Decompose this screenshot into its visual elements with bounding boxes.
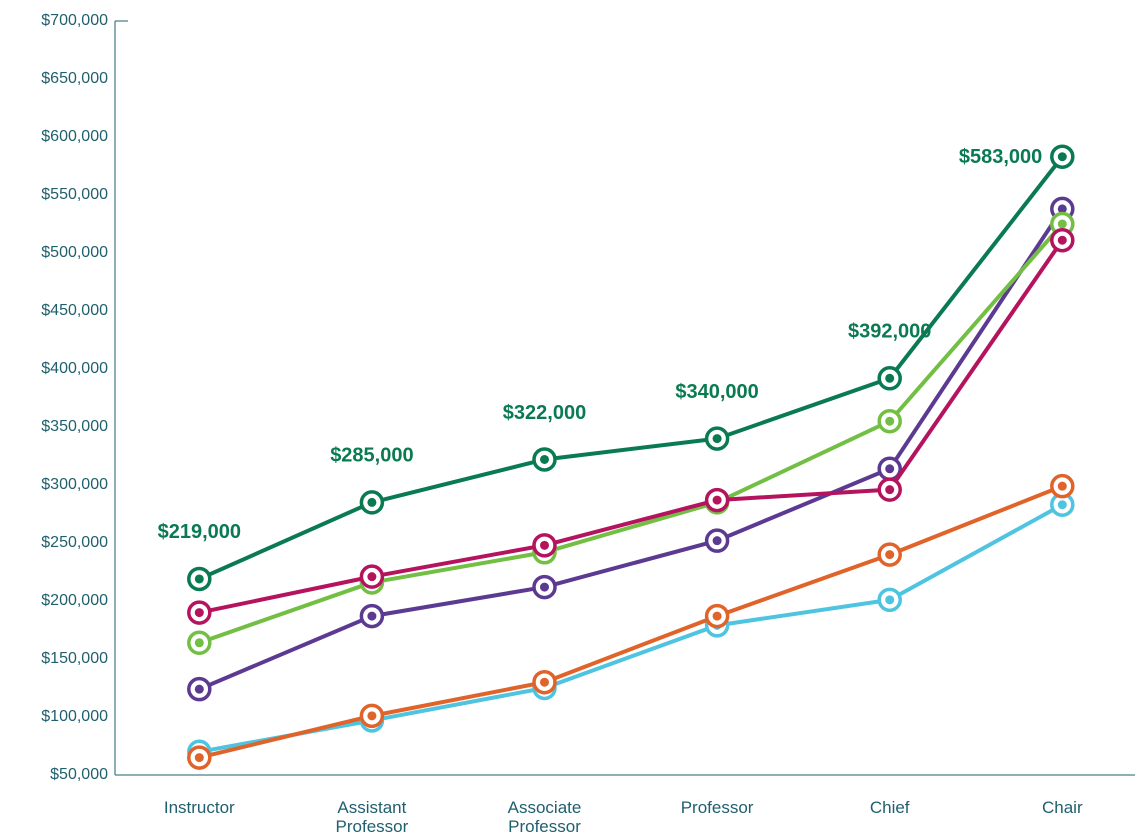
data-point-center [885,464,895,474]
series-line [198,239,1064,615]
data-point-center [194,638,204,648]
data-point-center [712,495,722,505]
data-point-center [1057,152,1067,162]
y-tick-label: $150,000 [41,650,108,667]
data-point-center [194,753,204,763]
y-tick-label: $600,000 [41,128,108,145]
x-tick-label: Assistant Professor [335,798,409,836]
data-label: $285,000 [330,445,413,467]
x-tick-label: Chief [869,798,910,817]
data-point-center [540,677,549,687]
data-point-center [885,550,895,560]
y-tick-label: $400,000 [41,360,108,377]
data-point-center [1057,219,1067,229]
data-point-center [712,536,722,546]
series-line [198,484,1064,760]
data-point-center [885,373,895,383]
y-tick-label: $550,000 [41,186,108,203]
data-point-center [885,485,895,495]
data-point-center [194,574,204,584]
data-point-center [1057,235,1067,245]
data-label: $583,000 [959,146,1042,168]
data-label: $219,000 [158,521,241,543]
y-tick-label: $50,000 [50,766,108,783]
data-point-center [712,434,722,444]
y-tick-label: $650,000 [41,70,108,87]
data-point-center [367,711,377,721]
data-point-center [194,608,204,618]
data-point-center [540,582,549,592]
data-point-center [367,611,377,621]
x-tick-label: Associate Professor [507,798,582,836]
data-point-center [1057,204,1067,214]
data-point-center [367,497,377,507]
data-point-center [540,454,549,464]
series-line [198,155,1064,581]
data-point-center [540,540,549,550]
series-line [198,222,1064,645]
x-tick-label: Professor [680,798,754,817]
y-tick-label: $700,000 [41,12,108,29]
y-tick-label: $500,000 [41,244,108,261]
series-line [198,502,1064,754]
y-tick-label: $250,000 [41,534,108,551]
y-tick-label: $450,000 [41,302,108,319]
data-label: $340,000 [675,381,758,403]
data-point-center [367,572,377,582]
y-tick-label: $350,000 [41,418,108,435]
data-point-center [885,595,895,605]
data-point-center [1057,481,1067,491]
data-point-center [1057,500,1067,510]
data-label: $322,000 [503,402,586,424]
series-line [198,207,1064,692]
y-tick-label: $200,000 [41,592,108,609]
data-label: $392,000 [848,321,931,343]
y-tick-label: $100,000 [41,708,108,725]
data-point-center [712,611,722,621]
data-point-center [194,684,204,694]
x-tick-label: Instructor [163,798,235,817]
y-tick-label: $300,000 [41,476,108,493]
data-point-center [885,416,895,426]
x-tick-label: Chair [1041,798,1083,817]
